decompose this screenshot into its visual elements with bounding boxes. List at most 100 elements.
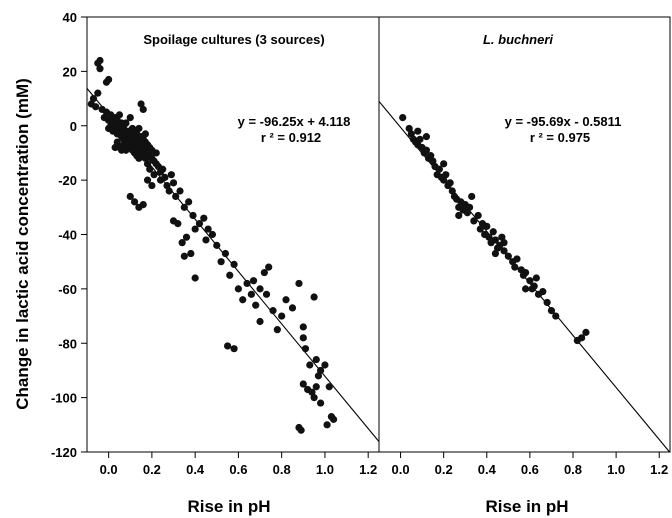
data-point xyxy=(582,328,590,336)
y-tick-label: -80 xyxy=(58,336,77,351)
data-point xyxy=(470,217,478,225)
text-layer: 0.0 0.2 0.4 0.6 0.8 1.0 1.2 40 20 0 -20 -40 -60 -80 -1… xyxy=(51,10,668,477)
equation-left: y = -96.25x + 4.118 xyxy=(238,114,351,129)
data-point xyxy=(485,233,493,241)
data-point xyxy=(161,173,169,182)
data-point xyxy=(135,124,143,133)
data-point xyxy=(314,372,323,380)
data-point xyxy=(299,334,307,342)
data-point xyxy=(491,236,499,244)
data-point xyxy=(143,160,152,168)
data-point xyxy=(105,75,113,84)
data-point xyxy=(530,282,538,290)
data-point xyxy=(143,176,152,184)
data-point xyxy=(483,222,491,230)
data-point xyxy=(148,181,156,190)
data-point xyxy=(167,171,175,179)
data-point xyxy=(146,165,154,173)
y-tick-label: -120 xyxy=(51,445,77,460)
data-point xyxy=(422,146,431,154)
data-point xyxy=(321,361,329,369)
data-point xyxy=(243,279,251,288)
data-point xyxy=(223,342,232,350)
data-point xyxy=(115,111,124,119)
data-point xyxy=(122,119,130,127)
data-point xyxy=(465,203,474,211)
x-tick-label: 1.2 xyxy=(650,462,668,477)
plot-frame-right xyxy=(378,16,671,453)
data-point xyxy=(312,383,320,391)
x-tick-label: 0.6 xyxy=(229,462,247,477)
data-point xyxy=(539,287,547,296)
data-point xyxy=(230,345,238,353)
data-point xyxy=(414,127,422,135)
data-point xyxy=(89,94,98,103)
y-tick-label: -20 xyxy=(58,173,77,188)
data-point xyxy=(435,165,443,173)
axes-layer xyxy=(81,16,671,458)
data-point xyxy=(239,296,247,304)
data-point xyxy=(301,345,310,353)
y-tick-label: 0 xyxy=(70,119,77,134)
data-point xyxy=(440,176,448,184)
data-point xyxy=(399,113,407,122)
y-tick-label: -100 xyxy=(51,391,77,406)
data-point xyxy=(200,214,208,222)
data-point xyxy=(208,230,217,239)
data-point xyxy=(204,225,212,233)
data-point xyxy=(165,187,173,195)
data-point xyxy=(526,277,534,285)
data-point xyxy=(521,285,530,293)
x-tick-label: 0.0 xyxy=(100,462,118,477)
data-point xyxy=(463,209,471,217)
data-point xyxy=(139,200,147,209)
equation-right: y = -95.69x - 0.5811 xyxy=(505,114,622,129)
y-axis-title: Change in lactic acid concentration (mM) xyxy=(13,78,32,410)
data-point xyxy=(94,89,102,97)
data-point xyxy=(504,252,512,260)
data-point xyxy=(221,249,230,258)
data-point xyxy=(247,290,255,298)
data-point xyxy=(178,239,186,247)
data-point xyxy=(578,334,586,342)
data-point xyxy=(269,307,277,315)
data-point xyxy=(185,198,193,206)
data-point xyxy=(273,326,281,334)
data-point xyxy=(489,228,497,236)
data-point xyxy=(429,157,437,165)
data-point xyxy=(476,225,484,233)
data-point xyxy=(440,160,448,168)
data-point xyxy=(299,380,307,388)
data-point xyxy=(422,133,431,141)
data-point xyxy=(96,65,104,73)
data-point xyxy=(317,399,325,407)
data-point xyxy=(172,192,180,201)
data-point xyxy=(317,366,325,375)
data-point xyxy=(295,279,303,288)
x-tick-label: 0.4 xyxy=(186,462,205,477)
data-point xyxy=(329,415,338,423)
data-point xyxy=(180,203,188,211)
data-point xyxy=(491,249,499,258)
x-tick-label: 0.8 xyxy=(564,462,582,477)
x-tick-label: 0.6 xyxy=(521,462,539,477)
data-point xyxy=(405,124,413,133)
data-point xyxy=(137,100,145,108)
data-point xyxy=(252,301,260,309)
data-point xyxy=(159,165,167,173)
panel-title-left: Spoilage cultures (3 sources) xyxy=(143,32,324,47)
data-point xyxy=(202,236,210,244)
data-point xyxy=(306,361,314,369)
data-point xyxy=(260,268,268,277)
y-tick-label: 40 xyxy=(63,10,77,25)
data-point xyxy=(139,105,147,114)
plot-frame-left xyxy=(86,16,380,453)
x-tick-label: 0.8 xyxy=(273,462,291,477)
x-axis-title-right: Rise in pH xyxy=(485,497,568,516)
data-point-layer xyxy=(87,56,590,434)
data-point xyxy=(310,394,318,402)
r-squared-right: r ² = 0.975 xyxy=(530,130,590,145)
data-point xyxy=(308,388,316,396)
x-tick-label: 0.2 xyxy=(435,462,453,477)
